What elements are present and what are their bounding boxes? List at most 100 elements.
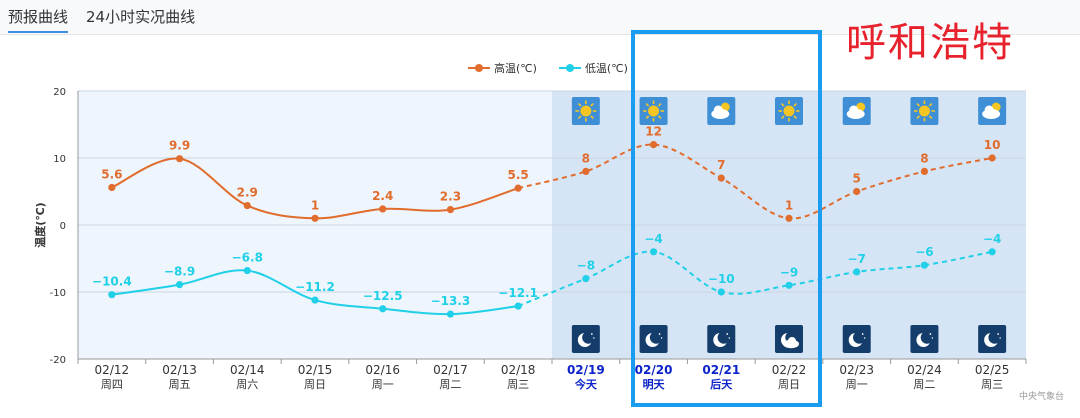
series-high-point [514,184,522,192]
series-high-data-label: 8 [582,151,590,165]
x-tick-date: 02/15 [298,363,333,377]
cloudy-sun-icon [842,97,871,125]
x-tick-day: 周二 [913,378,935,391]
series-low-point [175,281,184,289]
series-high-data-label: 5.6 [101,167,122,181]
series-high-point [988,154,996,162]
series-high-data-label: 1 [311,198,319,212]
series-high-data-label: 5 [853,172,861,186]
x-tick-day: 周六 [236,378,258,391]
x-tick-date: 02/23 [839,363,874,377]
series-high-data-label: 1 [785,198,793,212]
x-tick-day: 周二 [439,378,461,391]
series-high-point [582,167,590,175]
series-low-data-label: −13.3 [431,294,471,308]
series-high-forecast-line [517,143,993,220]
moon-icon [639,325,668,353]
x-tick-day: 明天 [643,378,666,391]
sunny-icon [571,97,600,125]
tab-forecast-curve[interactable]: 预报曲线 [8,6,69,33]
y-axis-title: 温度(℃) [33,202,47,247]
tab-24h-observation-curve[interactable]: 24小时实况曲线 [86,8,196,26]
series-high-point [785,214,793,222]
series-low-point [311,296,319,304]
x-tick-date: 02/14 [230,363,265,377]
series-low-data-label: −12.1 [498,286,538,300]
series-high-data-label: 12 [645,125,662,139]
series-low-data-label: −11.2 [295,280,335,294]
x-tick-date: 02/24 [907,363,942,377]
legend-low[interactable]: 低温(℃) [558,60,628,76]
series-low-point [108,291,116,299]
series-low-data-label: −6.8 [232,251,263,265]
x-tick-day: 周日 [778,378,800,391]
x-tick-day: 周五 [169,378,191,391]
legend-high-swatch [468,64,490,72]
moon-icon [978,325,1007,353]
series-high-data-label: 7 [717,158,725,172]
series-high-point [920,167,929,175]
series-low-point [582,275,590,283]
series-low-data-label: −4 [644,232,662,246]
legend-low-swatch [558,64,581,72]
data-source: 中央气象台 [1018,392,1064,402]
sunny-icon [775,97,803,125]
series-high-data-label: 2.9 [237,186,258,200]
legend-high[interactable]: 高温(℃) [468,60,537,76]
series-low-point [379,305,387,313]
series-high-data-label: 9.9 [169,139,190,153]
moon-icon [707,325,736,353]
city-name-overlay: 呼和浩特 [846,20,1014,66]
series-high-point [379,205,387,213]
y-tick-label: -20 [50,355,66,366]
series-low-point [243,266,251,275]
series-high-point [649,141,658,149]
series-high-point [243,201,251,210]
x-tick-date: 02/19 [567,363,605,377]
legend-low-label: 低温(℃) [584,62,628,75]
chart-legend: 高温(℃) 低温(℃) [468,60,628,76]
series-low-data-label: −6 [915,245,933,259]
x-tick-date: 02/13 [162,363,197,377]
x-tick-date: 02/22 [772,363,807,377]
cloudy-sun-icon [978,97,1007,125]
x-tick-date: 02/18 [501,363,536,377]
series-low-point [717,288,725,296]
x-tick-day: 后天 [710,377,733,391]
sunny-icon [639,97,668,125]
series-low-point [785,281,793,289]
series-low-point [988,248,996,256]
series-high-point [108,183,116,192]
x-tick-date: 02/21 [702,363,740,377]
series-high-data-label: 10 [984,138,1001,152]
series-low-forecast-line [517,250,993,307]
series-low-point [446,310,455,318]
tab-bar: 预报曲线 24小时实况曲线 [0,0,1080,35]
series-high-point [717,174,725,182]
y-tick-label: 10 [53,154,66,165]
series-low-data-label: −12.5 [363,289,403,303]
series-high-point [175,155,184,163]
series-high-point [446,205,455,214]
series-high-data-label: 2.3 [440,190,461,204]
series-low-data-label: −7 [848,252,866,266]
x-tick-date: 02/12 [95,363,130,377]
series-high-data-label: 2.4 [372,189,393,203]
x-tick-day: 周三 [981,378,1003,391]
moon-icon [842,325,871,353]
series-low-data-label: −8.9 [164,265,195,279]
series-low-point [514,302,522,310]
series-low-point [920,261,929,269]
sunny-icon [910,97,939,125]
y-tick-label: -10 [50,288,66,299]
x-tick-day: 周一 [372,378,394,391]
legend-high-label: 高温(℃) [494,62,537,75]
series-high-data-label: 8 [920,151,928,165]
series-high-point [311,214,319,222]
x-tick-date: 02/25 [975,363,1010,377]
x-tick-day: 周三 [507,378,529,391]
x-tick-day: 周日 [304,378,326,391]
x-tick-date: 02/17 [433,363,468,377]
series-low-data-label: −10.4 [92,275,132,289]
series-low-data-label: −9 [780,265,798,279]
